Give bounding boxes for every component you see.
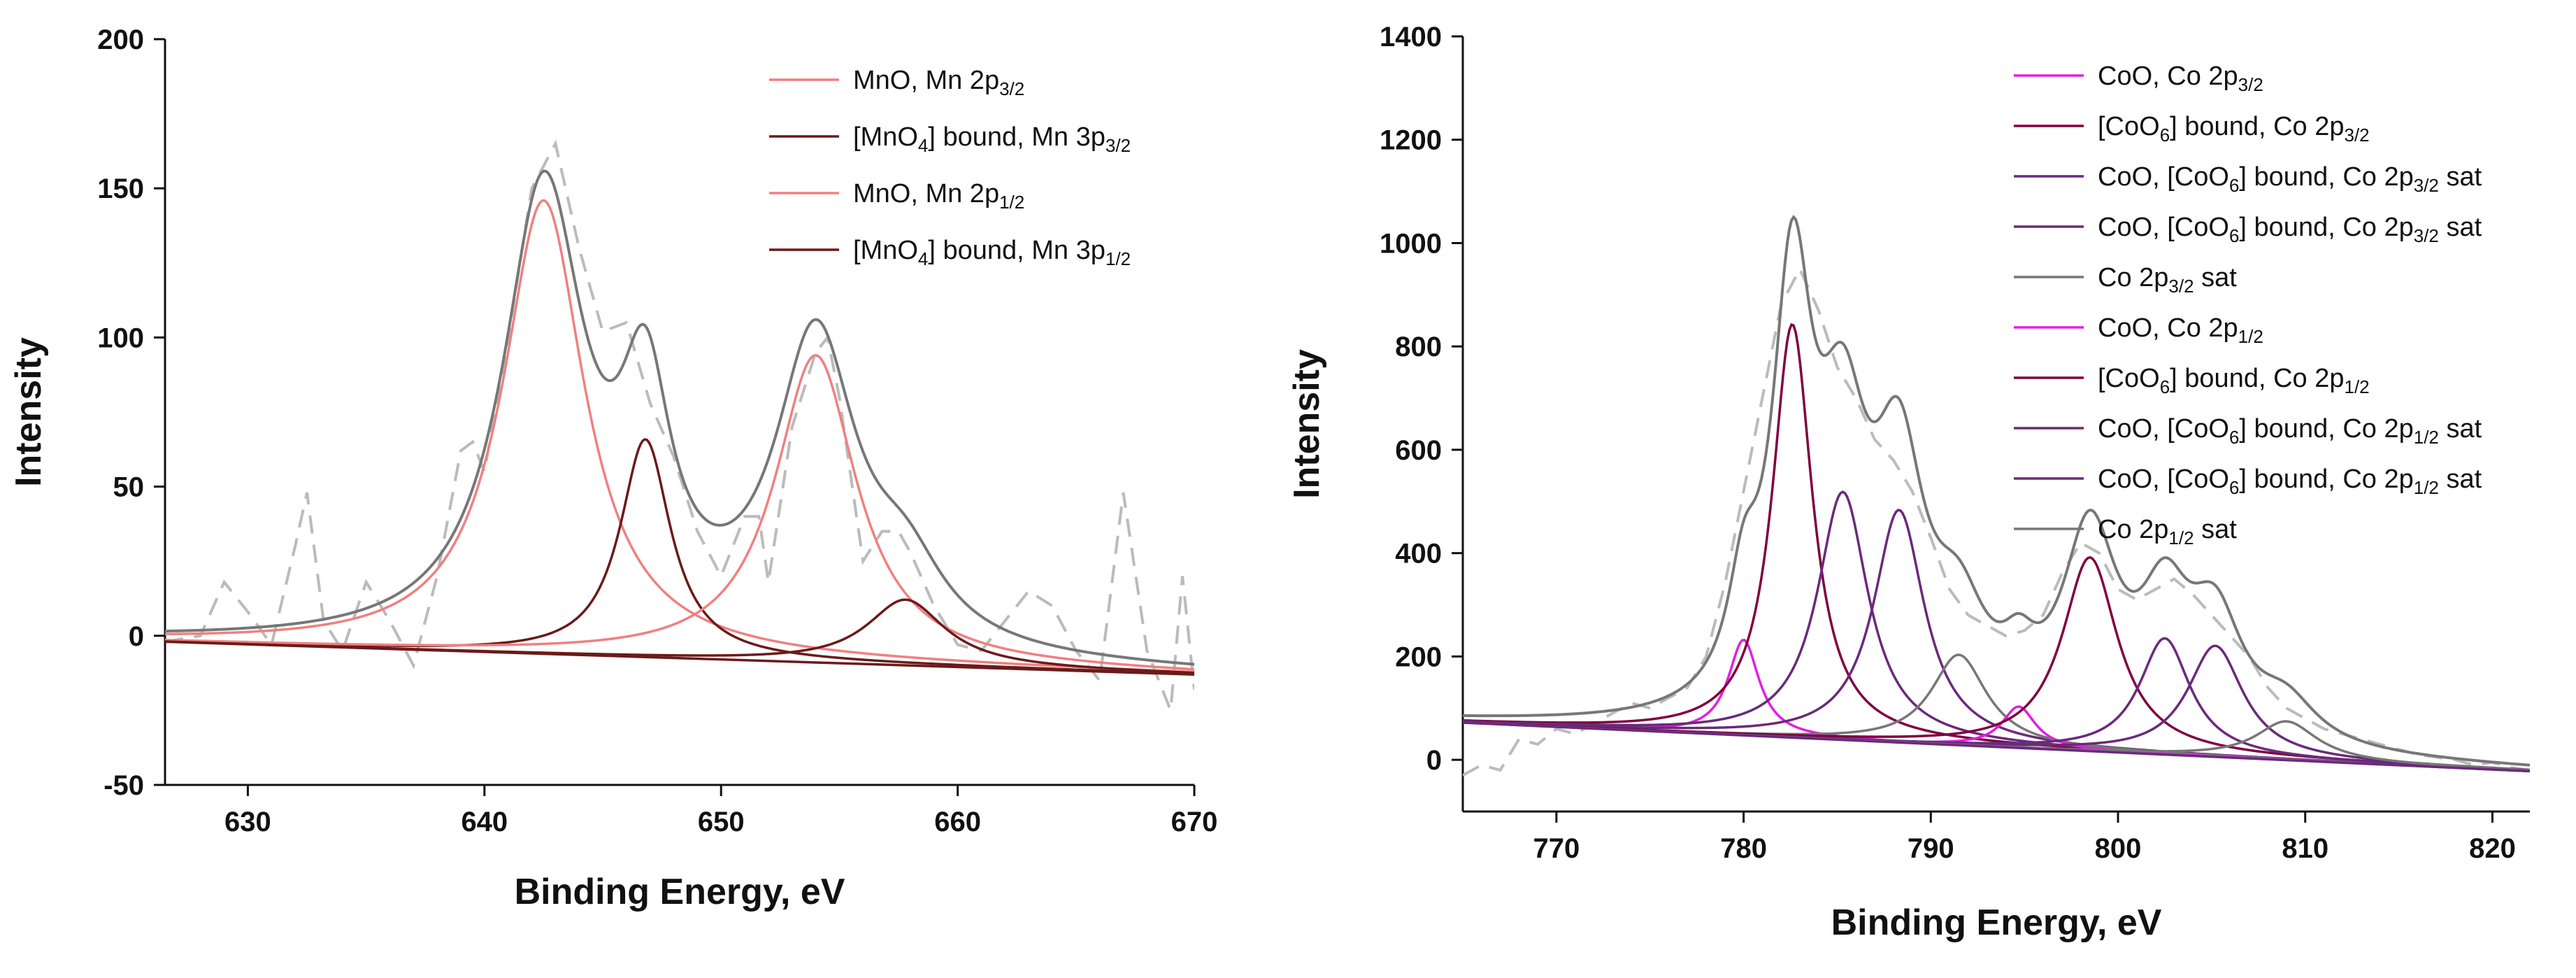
peak-fit-line (1463, 509, 2530, 772)
x-tick-label: 650 (698, 807, 745, 837)
chart-1: -50 0 50 100 150 200 630 640 650 660 670 Binding En… (8, 24, 1217, 912)
legend-entry: [MnO4​] bound, Mn 3p1/2​ (769, 236, 1131, 269)
legend-label: MnO, Mn 2p1/2​ (853, 179, 1024, 213)
x-tick-label: 810 (2282, 833, 2328, 864)
x-tick-label: 630 (224, 807, 271, 837)
x-axis-label: Binding Energy, eV (1831, 902, 2162, 943)
raw-data-line (1463, 265, 2530, 777)
x-tick-label: 790 (1908, 833, 1954, 864)
y-tick-label: 0 (129, 621, 144, 652)
legend-label: [MnO4​] bound, Mn 3p1/2​ (853, 236, 1131, 269)
legend-entry: CoO, [CoO6​] bound, Co 2p3/2​ sat (2014, 213, 2482, 246)
legend-label: MnO, Mn 2p3/2​ (853, 66, 1024, 99)
legend-entry: Co 2p1/2​ sat (2014, 515, 2237, 548)
x-tick-label: 780 (1720, 833, 1767, 864)
y-tick-label: 200 (1395, 642, 1442, 672)
legend-entry: CoO, [CoO6​] bound, Co 2p3/2​ sat (2014, 162, 2482, 196)
x-tick-label: 660 (934, 807, 981, 837)
legend-entry: [CoO6​] bound, Co 2p1/2​ (2014, 364, 2370, 397)
legend-entry: CoO, [CoO6​] bound, Co 2p1/2​ sat (2014, 465, 2482, 498)
raw-data-line (165, 139, 1194, 711)
legend-entry: CoO, Co 2p3/2​ (2014, 62, 2263, 95)
y-tick-label: -50 (103, 770, 144, 801)
legend-entry: MnO, Mn 2p1/2​ (769, 179, 1024, 213)
legend-label: Co 2p3/2​ sat (2098, 263, 2237, 297)
y-tick-label: 150 (97, 173, 144, 204)
legend-label: CoO, Co 2p1/2​ (2098, 313, 2263, 347)
plot-area (165, 139, 1194, 711)
peak-fit-line (1463, 637, 2530, 772)
legend-label: CoO, [CoO6​] bound, Co 2p1/2​ sat (2098, 465, 2482, 498)
legend-entry: [CoO6​] bound, Co 2p3/2​ (2014, 112, 2370, 146)
baseline-line (1463, 721, 2530, 773)
legend-label: CoO, [CoO6​] bound, Co 2p1/2​ sat (2098, 414, 2482, 448)
x-tick-label: 820 (2469, 833, 2516, 864)
legend: CoO, Co 2p3/2​ [CoO6​] bound, Co 2p3/2​ Co… (2014, 62, 2482, 548)
x-tick-label: 770 (1533, 833, 1580, 864)
peak-fit-line (165, 199, 1194, 674)
x-tick-label: 670 (1171, 807, 1218, 837)
peak-fit-line (1463, 323, 2530, 772)
peak-fit-line (1463, 653, 2530, 772)
legend-label: CoO, [CoO6​] bound, Co 2p3/2​ sat (2098, 162, 2482, 196)
x-tick-label: 800 (2095, 833, 2142, 864)
x-tick-label: 640 (461, 807, 508, 837)
peak-fit-line (165, 598, 1194, 674)
legend-label: [CoO6​] bound, Co 2p3/2​ (2098, 112, 2370, 146)
legend-entry: CoO, Co 2p1/2​ (2014, 313, 2263, 347)
legend-entry: Co 2p3/2​ sat (2014, 263, 2237, 297)
y-tick-label: 600 (1395, 435, 1442, 466)
y-tick-label: 200 (97, 24, 144, 55)
y-tick-label: 400 (1395, 539, 1442, 569)
plot-area (1463, 215, 2530, 777)
legend-label: [CoO6​] bound, Co 2p1/2​ (2098, 364, 2370, 397)
legend: MnO, Mn 2p3/2​ [MnO4​] bound, Mn 3p3/2​ Mn… (769, 66, 1131, 269)
legend-label: CoO, [CoO6​] bound, Co 2p3/2​ sat (2098, 213, 2482, 246)
envelope-line (165, 169, 1194, 666)
y-tick-label: 800 (1395, 332, 1442, 362)
y-axis-label: Intensity (8, 337, 49, 487)
envelope-line (1463, 215, 2530, 767)
legend-entry: [MnO4​] bound, Mn 3p3/2​ (769, 122, 1131, 156)
x-axis-label: Binding Energy, eV (515, 872, 845, 912)
legend-label: Co 2p1/2​ sat (2098, 515, 2237, 548)
y-tick-label: 1200 (1380, 125, 1442, 156)
y-tick-label: 50 (113, 472, 145, 503)
legend-label: CoO, Co 2p3/2​ (2098, 62, 2263, 95)
y-tick-label: 0 (1426, 745, 1442, 776)
y-axis-label: Intensity (1287, 349, 1327, 499)
y-tick-label: 1000 (1380, 228, 1442, 259)
chart-2: 0 200 400 600 800 1000 1200 1400 770 780 790 800 810… (1287, 22, 2530, 943)
legend-label: [MnO4​] bound, Mn 3p3/2​ (853, 122, 1131, 156)
baseline-line (165, 640, 1194, 676)
legend-entry: MnO, Mn 2p3/2​ (769, 66, 1024, 99)
legend-entry: CoO, [CoO6​] bound, Co 2p1/2​ sat (2014, 414, 2482, 448)
y-tick-label: 1400 (1380, 22, 1442, 52)
y-tick-label: 100 (97, 323, 144, 353)
peak-fit-line (165, 353, 1194, 671)
